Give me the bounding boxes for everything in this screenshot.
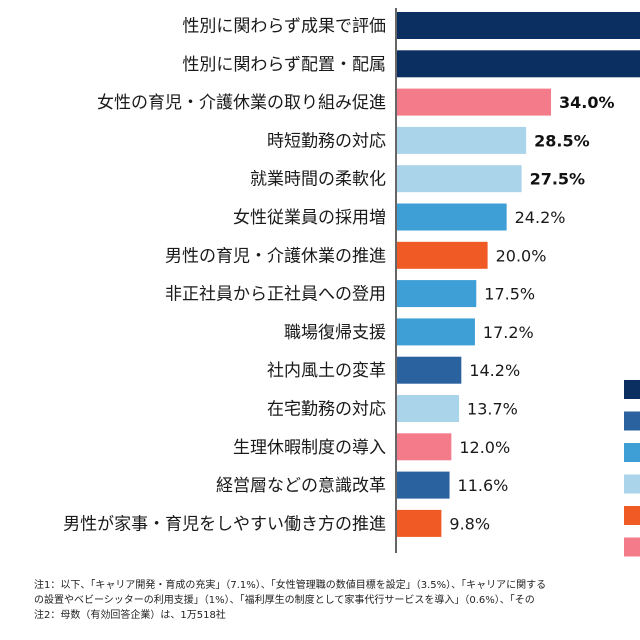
value-label: 11.6% <box>458 476 509 495</box>
value-label: 34.0% <box>559 93 615 112</box>
legend-swatch <box>624 506 640 525</box>
legend-swatch <box>624 380 640 399</box>
value-label: 28.5% <box>534 131 590 150</box>
footnote-line-1: 注1：以下、「キャリア開発・育成の充実」（7.1%）、「女性管理職の数値目標を設… <box>34 580 547 591</box>
bar <box>397 395 460 422</box>
bar <box>397 280 477 308</box>
bar <box>397 471 450 499</box>
bar <box>397 241 488 269</box>
value-label: 27.5% <box>530 170 586 189</box>
bar <box>397 318 475 346</box>
legend-swatch <box>624 474 640 494</box>
value-label: 12.0% <box>459 438 510 457</box>
bar <box>397 203 507 231</box>
bar <box>397 88 552 116</box>
bar <box>397 126 527 154</box>
bar <box>397 356 462 384</box>
legend-swatch <box>624 411 640 431</box>
footnote-line-2: の設置やベビーシッターの利用支援」（1%）、「福利厚生の制度として家事代行サービ… <box>34 595 535 606</box>
value-label: 17.2% <box>483 323 534 342</box>
footnotes: 注1：以下、「キャリア開発・育成の充実」（7.1%）、「女性管理職の数値目標を設… <box>34 578 640 623</box>
category-label: 在宅勤務の対応 <box>267 400 386 420</box>
bar <box>397 50 640 78</box>
legend-swatch <box>624 443 640 462</box>
value-label: 14.2% <box>469 361 520 380</box>
value-label: 17.5% <box>484 285 535 304</box>
category-label: 就業時間の柔軟化 <box>250 170 386 190</box>
category-label: 性別に関わらず配置・配属 <box>182 55 386 75</box>
category-label: 時短勤務の対応 <box>267 131 386 151</box>
category-label: 社内風土の変革 <box>267 361 386 381</box>
footnote-line-3: 注2：母数（有効回答企業）は、1万518社 <box>34 610 226 621</box>
bar <box>397 509 442 537</box>
bar <box>397 12 640 39</box>
value-label: 13.7% <box>467 400 518 419</box>
legend <box>624 380 640 557</box>
category-label: 生理休暇制度の導入 <box>233 438 386 458</box>
category-label: 経営層などの意識改革 <box>216 476 386 496</box>
category-label: 男性の育児・介護休業の推進 <box>165 246 386 266</box>
legend-swatch <box>624 537 640 557</box>
value-label: 20.0% <box>496 246 547 265</box>
category-label: 性別に関わらず成果で評価 <box>182 17 386 37</box>
category-label: 女性従業員の採用増 <box>233 208 386 228</box>
bar <box>397 433 452 461</box>
category-label: 職場復帰支援 <box>284 323 386 343</box>
bar <box>397 165 522 193</box>
bars: 性別に関わらず成果で評価性別に関わらず配置・配属女性の育児・介護休業の取り組み促… <box>63 12 640 537</box>
value-label: 24.2% <box>515 208 566 227</box>
category-label: 男性が家事・育児をしやすい働き方の推進 <box>63 514 386 534</box>
category-label: 女性の育児・介護休業の取り組み促進 <box>97 93 386 113</box>
category-label: 非正社員から正社員への登用 <box>165 285 386 305</box>
value-label: 9.8% <box>449 514 490 533</box>
